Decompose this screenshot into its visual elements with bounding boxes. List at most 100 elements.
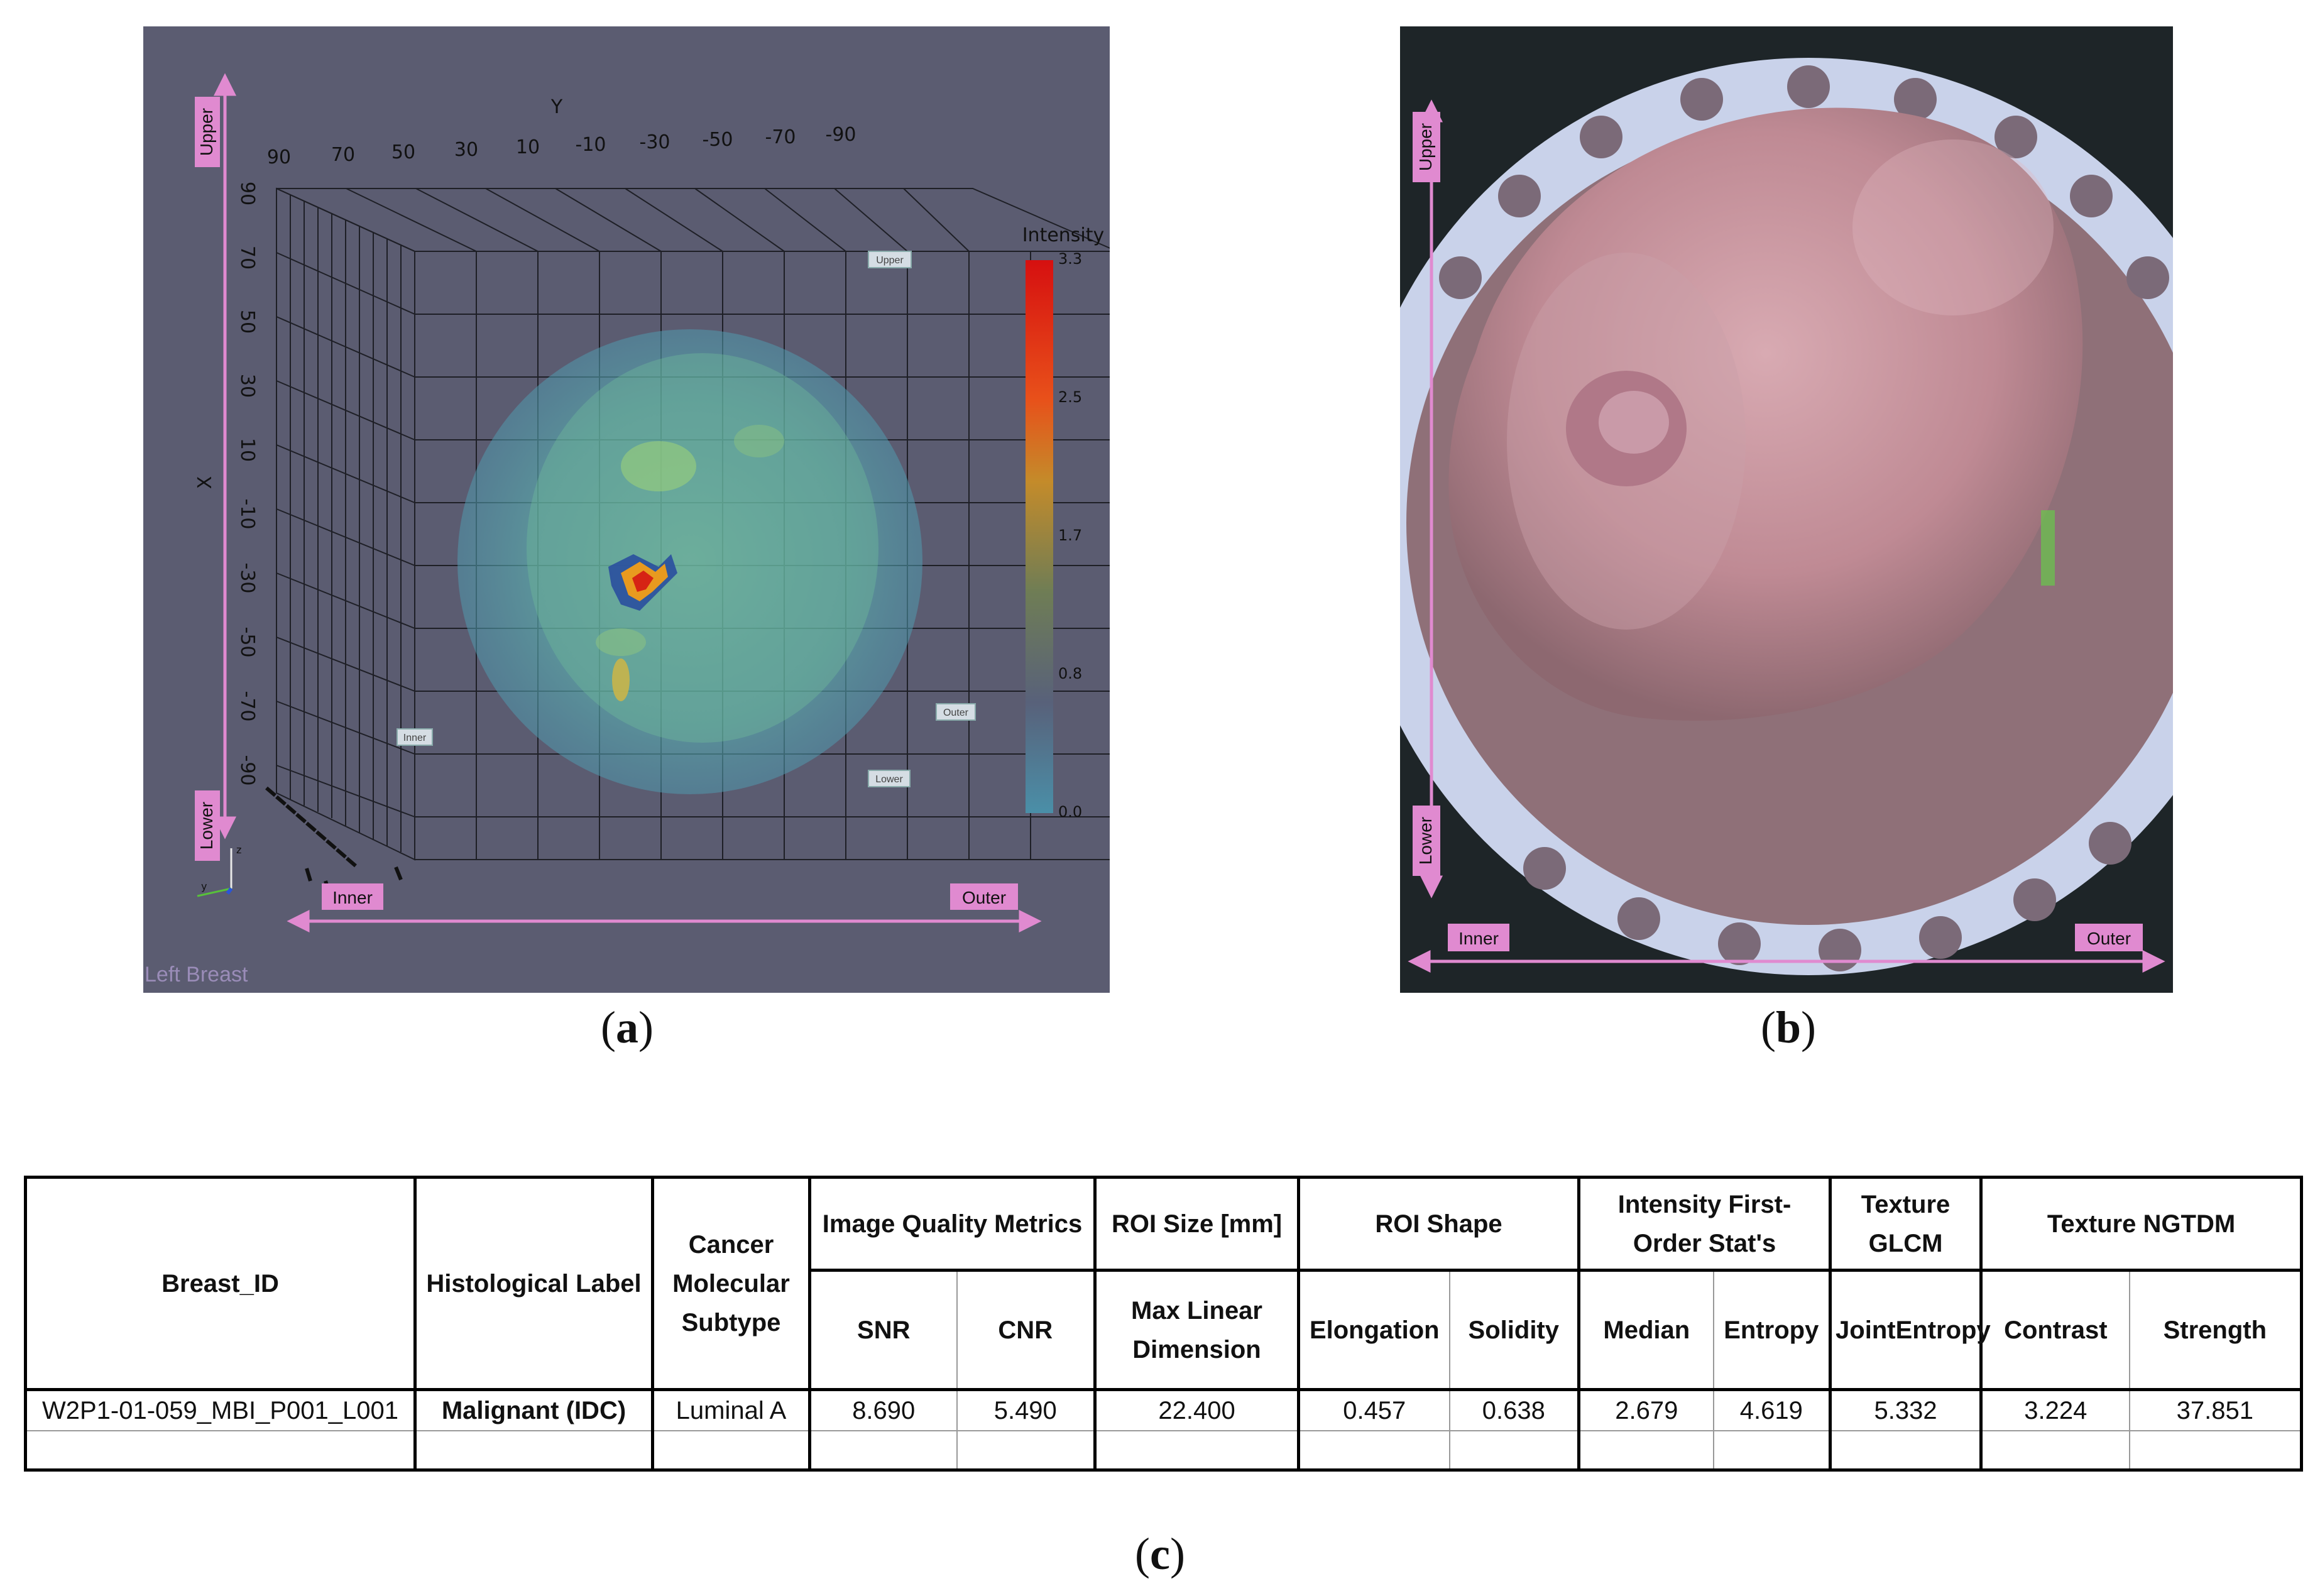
scene-tag-upper: Upper	[868, 251, 912, 268]
header-texture-ngtdm: Texture NGTDM	[1979, 1176, 2304, 1272]
orientation-label-lower-b: Lower	[1413, 806, 1440, 876]
y-axis-ticks: 90 70 50 30 10 -10 -30 -50 -70 -90	[267, 124, 856, 168]
colorbar-tick: 1.7	[1058, 527, 1082, 544]
colorbar	[1026, 260, 1053, 813]
colorbar-ticks: 3.3 2.5 1.7 0.8 0.0	[1058, 250, 1082, 821]
lesion-hotspot	[608, 554, 677, 701]
side-grid	[276, 187, 1110, 861]
table-row: W2P1-01-059_MBI_P001_L001 Malignant (IDC…	[24, 1389, 2304, 1431]
cell-elongation: 0.457	[1297, 1389, 1450, 1431]
y-tick: -30	[640, 131, 670, 153]
y-tick: -10	[576, 134, 606, 156]
colorbar-tick: 0.0	[1058, 803, 1082, 821]
orientation-label-inner-b: Inner	[1448, 924, 1509, 951]
mini-axes-icon: z y	[197, 844, 241, 897]
colorbar-title: Intensity	[1022, 224, 1105, 246]
cell-max-linear-dimension: 22.400	[1093, 1389, 1300, 1431]
x-tick: 50	[236, 310, 258, 334]
svg-text:Upper: Upper	[876, 255, 904, 266]
header-roi-size: ROI Size [mm]	[1093, 1176, 1300, 1272]
orientation-label-upper-b: Upper	[1413, 112, 1440, 182]
svg-text:Outer: Outer	[962, 888, 1006, 907]
x-tick: -10	[236, 499, 258, 530]
x-tick: 90	[236, 182, 258, 205]
radiomics-metrics-table: Breast_ID Histological Label Cancer Mole…	[24, 1176, 2304, 1472]
y-tick: -90	[826, 124, 856, 146]
colorbar-tick: 0.8	[1058, 665, 1082, 682]
svg-text:z: z	[236, 844, 241, 856]
scene-tag-inner: Inner	[397, 728, 433, 746]
svg-text:Upper: Upper	[197, 108, 216, 156]
optical-photo-panel: Upper Lower Inner Outer	[1400, 26, 2173, 993]
x-tick: -30	[236, 563, 258, 594]
header-joint-entropy: JointEntropy	[1829, 1269, 1991, 1391]
cell-breast-id: W2P1-01-059_MBI_P001_L001	[24, 1389, 416, 1431]
header-breast-id: Breast_ID	[24, 1176, 416, 1391]
cell-contrast: 3.224	[1979, 1389, 2130, 1431]
svg-text:Lower: Lower	[875, 774, 903, 785]
optical-photo: Upper Lower Inner Outer	[1400, 26, 2173, 993]
view-label: Left Breast	[145, 963, 248, 987]
orientation-label-upper: Upper	[195, 97, 220, 167]
colorbar-tick: 3.3	[1058, 250, 1082, 268]
cell-joint-entropy: 5.332	[1829, 1389, 1982, 1431]
header-histological-label: Histological Label	[413, 1176, 654, 1391]
orientation-label-outer: Outer	[950, 883, 1018, 910]
mbi-3d-render: Upper Inner Outer Lower Y 90 70 50 30 10…	[145, 73, 1110, 987]
header-texture-glcm: Texture GLCM	[1829, 1176, 1982, 1272]
x-tick: 70	[236, 246, 258, 270]
x-tick: -50	[236, 627, 258, 658]
header-strength: Strength	[2128, 1269, 2304, 1391]
x-axis-ticks: 90 70 50 30 10 -10 -30 -50 -70 -90	[236, 182, 258, 786]
header-solidity: Solidity	[1448, 1269, 1580, 1391]
depth-ticks	[265, 786, 403, 894]
y-tick: 30	[454, 139, 478, 161]
svg-text:Inner: Inner	[403, 733, 427, 743]
svg-text:Outer: Outer	[2087, 929, 2131, 948]
orientation-label-inner: Inner	[322, 883, 383, 910]
y-axis-title: Y	[550, 96, 563, 118]
header-snr: SNR	[808, 1269, 958, 1391]
caption-a: (a)	[601, 1002, 654, 1052]
y-tick: 50	[391, 141, 415, 163]
cell-snr: 8.690	[808, 1389, 958, 1431]
header-entropy: Entropy	[1712, 1269, 1831, 1391]
svg-text:y: y	[201, 880, 207, 892]
cell-strength: 37.851	[2128, 1389, 2304, 1431]
breast-tissue	[1448, 107, 2083, 721]
y-tick: -50	[703, 129, 733, 151]
svg-text:Upper: Upper	[1416, 123, 1435, 171]
cell-entropy: 4.619	[1712, 1389, 1831, 1431]
ring-notches	[1439, 65, 2169, 971]
x-tick: 30	[236, 374, 258, 398]
mbi-3d-render-panel: Upper Inner Outer Lower Y 90 70 50 30 10…	[143, 26, 1110, 993]
header-median: Median	[1577, 1269, 1714, 1391]
cell-subtype: Luminal A	[651, 1389, 811, 1431]
svg-text:Inner: Inner	[332, 888, 373, 907]
cell-cnr: 5.490	[956, 1389, 1096, 1431]
svg-text:Lower: Lower	[197, 802, 216, 850]
y-tick: 70	[331, 144, 355, 166]
cell-median: 2.679	[1577, 1389, 1714, 1431]
caption-b: (b)	[1760, 1002, 1816, 1052]
breast-volume	[457, 329, 922, 794]
cell-histological-label: Malignant (IDC)	[413, 1389, 654, 1431]
header-cnr: CNR	[956, 1269, 1096, 1391]
header-cancer-subtype: Cancer Molecular Subtype	[651, 1176, 811, 1391]
nipple	[1599, 391, 1669, 454]
caption-c: (c)	[1135, 1529, 1185, 1579]
y-tick: 90	[267, 146, 291, 168]
header-max-linear-dimension: Max Linear Dimension	[1093, 1269, 1300, 1391]
header-elongation: Elongation	[1297, 1269, 1450, 1391]
y-tick: 10	[516, 136, 540, 158]
cell-solidity: 0.638	[1448, 1389, 1580, 1431]
header-contrast: Contrast	[1979, 1269, 2130, 1391]
table-row-empty	[24, 1430, 2304, 1472]
svg-text:Lower: Lower	[1416, 817, 1435, 865]
header-intensity: Intensity First-Order Stat's	[1577, 1176, 1831, 1272]
x-tick: -70	[236, 691, 258, 722]
colorbar-tick: 2.5	[1058, 388, 1082, 406]
y-tick: -70	[765, 126, 796, 148]
x-tick: -90	[236, 755, 258, 786]
orientation-arrows	[213, 73, 1042, 933]
